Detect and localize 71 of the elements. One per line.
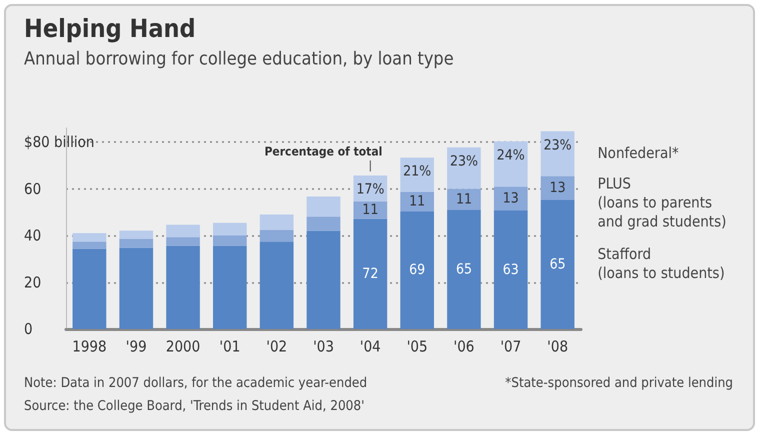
annotation: 11 [362, 202, 378, 218]
series-label: Nonfederal* [598, 144, 679, 162]
bar [447, 188, 481, 210]
chart-subtitle: Annual borrowing for college education, by loan type [24, 48, 454, 70]
bar [213, 222, 247, 236]
bar [260, 242, 294, 329]
bar [540, 200, 574, 329]
bar [400, 192, 434, 212]
bar [72, 233, 106, 242]
x-tick-label: '07 [500, 338, 522, 356]
y-tick-label: 60 [24, 180, 42, 198]
chart-title: Helping Hand [24, 14, 196, 43]
bar [540, 131, 574, 176]
bar [213, 236, 247, 246]
annotation: 11 [456, 191, 472, 208]
bar [166, 224, 200, 238]
annotation: 72 [362, 266, 378, 282]
series-label: Stafford (loans to students) [598, 244, 725, 282]
bar [260, 230, 294, 242]
text: *State-sponsored and private lending [505, 375, 734, 391]
x-tick-label: '01 [219, 338, 240, 356]
bar [72, 242, 106, 249]
bar [400, 158, 434, 192]
bar [260, 214, 294, 230]
series-label: PLUS (loans to parents and grad students) [598, 174, 726, 231]
bar [306, 196, 340, 217]
bar [72, 248, 106, 329]
bar [306, 230, 340, 329]
bar [353, 218, 388, 329]
bar [119, 248, 154, 329]
bar [400, 211, 434, 329]
annotation: 13 [502, 190, 519, 207]
bar [119, 238, 154, 248]
bar [494, 141, 528, 187]
bar [494, 210, 528, 329]
x-tick-label: '03 [313, 338, 334, 356]
x-tick-label: '06 [454, 338, 474, 356]
annotation: 17% [356, 181, 384, 198]
x-tick-label: '02 [266, 338, 288, 356]
annotation: 13 [550, 180, 566, 196]
bar [540, 176, 574, 200]
x-tick-label: '05 [406, 338, 428, 356]
bar [213, 246, 247, 329]
bar [166, 237, 200, 246]
text: Note: Data in 2007 dollars, for the academic year-ended [24, 375, 368, 391]
x-tick-label: 1998 [72, 338, 107, 356]
annotation: Percentage of total [264, 144, 382, 158]
bar [494, 186, 528, 211]
bar [447, 210, 481, 329]
annotation: 23% [544, 137, 572, 154]
x-tick-label: 2000 [166, 338, 200, 356]
annotation: 23% [450, 153, 478, 170]
annotation: 65 [456, 262, 472, 278]
bar [447, 147, 481, 189]
annotation: 63 [502, 262, 519, 278]
x-tick-label: '04 [360, 338, 381, 356]
annotation: 21% [403, 164, 432, 180]
annotation: 11 [409, 194, 426, 210]
bar [306, 216, 340, 231]
x-tick-label: '99 [126, 338, 147, 356]
y-tick-label: 20 [24, 273, 42, 292]
y-tick-label: 0 [24, 320, 33, 338]
annotation: 69 [409, 262, 426, 278]
y-tick-label: 40 [24, 226, 42, 245]
source-note: Source: the College Board, 'Trends in Student Aid, 2008' [24, 398, 364, 414]
x-tick-label: '08 [547, 338, 568, 356]
bar [119, 230, 154, 239]
y-tick-label: $80 billion [24, 133, 94, 152]
annotation: 65 [550, 256, 566, 272]
bar [166, 246, 200, 329]
annotation: 24% [496, 147, 525, 164]
